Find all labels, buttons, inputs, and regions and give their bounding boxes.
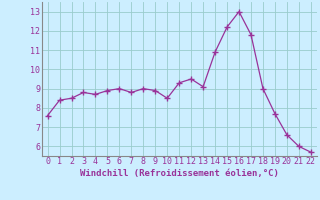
X-axis label: Windchill (Refroidissement éolien,°C): Windchill (Refroidissement éolien,°C) [80, 169, 279, 178]
